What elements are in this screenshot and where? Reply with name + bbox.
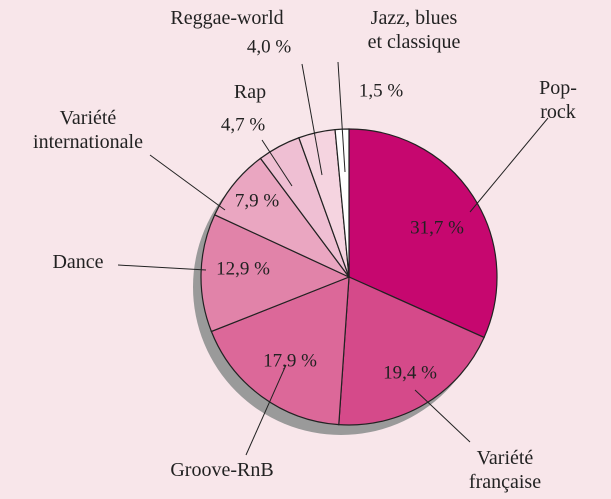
category-label: Pop-rock: [539, 77, 577, 123]
value-label: 4,7 %: [221, 114, 266, 135]
leader-line: [117, 264, 207, 271]
value-label: 19,4 %: [383, 362, 437, 383]
value-label: 12,9 %: [216, 258, 270, 279]
leader-line: [149, 154, 226, 211]
category-label: Groove-RnB: [170, 459, 274, 481]
pie-slice: [210, 276, 350, 426]
leader-line: [245, 364, 287, 456]
leader-line: [469, 117, 549, 213]
category-label: Dance: [52, 251, 104, 273]
leader-line: [301, 63, 323, 176]
leader-line: [261, 139, 293, 187]
pie-slice: [200, 214, 351, 333]
category-label: Rap: [233, 81, 267, 103]
category-label: Jazz, blues et classique: [367, 7, 461, 53]
pie-slice: [348, 128, 498, 339]
category-label: Variété française: [468, 447, 542, 493]
value-label: 4,0 %: [247, 36, 292, 57]
value-label: 31,7 %: [410, 217, 464, 238]
value-label: 1,5 %: [359, 80, 404, 101]
value-label: 7,9 %: [235, 190, 280, 211]
leader-line: [337, 61, 346, 173]
value-label: 17,9 %: [263, 350, 317, 371]
leader-line: [414, 389, 471, 443]
category-label: Variété internationale: [33, 107, 143, 153]
pie-slice: [338, 276, 485, 426]
category-label: Reggae-world: [170, 7, 284, 29]
